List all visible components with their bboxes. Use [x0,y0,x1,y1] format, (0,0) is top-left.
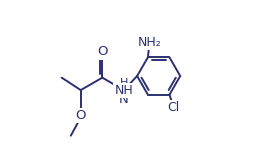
Text: NH: NH [114,84,133,97]
Text: Cl: Cl [167,101,180,114]
Text: O: O [76,109,86,122]
Text: H: H [120,78,128,88]
Text: NH₂: NH₂ [138,36,162,49]
Text: O: O [97,45,108,59]
Text: N: N [119,93,129,106]
